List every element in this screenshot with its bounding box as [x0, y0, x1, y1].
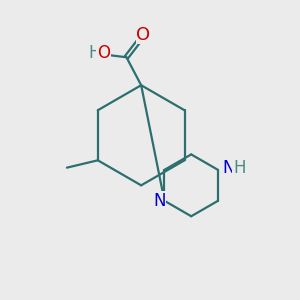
Text: N: N	[222, 159, 235, 177]
Text: N: N	[153, 192, 165, 210]
Text: O: O	[97, 44, 110, 62]
Text: O: O	[136, 26, 151, 44]
Text: H: H	[233, 159, 246, 177]
Text: H: H	[89, 44, 101, 62]
